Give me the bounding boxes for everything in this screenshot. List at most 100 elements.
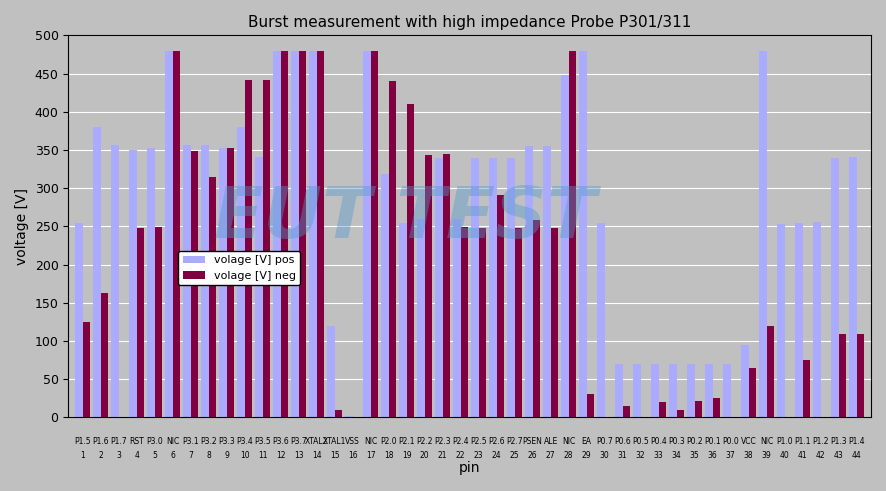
Bar bbox=[309, 51, 316, 417]
Text: 17: 17 bbox=[366, 451, 376, 460]
Text: RST: RST bbox=[129, 437, 144, 446]
Bar bbox=[597, 222, 604, 417]
Bar bbox=[370, 51, 377, 417]
Bar bbox=[562, 75, 569, 417]
Text: P0.2: P0.2 bbox=[687, 437, 703, 446]
Text: P2.5: P2.5 bbox=[470, 437, 487, 446]
Bar bbox=[489, 158, 497, 417]
Bar bbox=[705, 364, 712, 417]
Text: 28: 28 bbox=[563, 451, 573, 460]
Text: P1.1: P1.1 bbox=[795, 437, 811, 446]
Text: P3.5: P3.5 bbox=[254, 437, 271, 446]
Text: 9: 9 bbox=[224, 451, 229, 460]
Text: P1.3: P1.3 bbox=[830, 437, 847, 446]
Text: P3.7: P3.7 bbox=[291, 437, 307, 446]
Bar bbox=[166, 51, 173, 417]
Bar bbox=[857, 334, 864, 417]
Bar bbox=[136, 228, 144, 417]
Bar bbox=[478, 228, 486, 417]
Text: P0.7: P0.7 bbox=[596, 437, 613, 446]
Text: 26: 26 bbox=[528, 451, 538, 460]
Bar bbox=[335, 409, 342, 417]
Bar bbox=[400, 222, 407, 417]
Bar bbox=[616, 364, 623, 417]
Bar bbox=[515, 228, 522, 417]
Bar bbox=[670, 364, 677, 417]
Text: 21: 21 bbox=[438, 451, 447, 460]
Bar bbox=[543, 146, 550, 417]
Text: 4: 4 bbox=[135, 451, 139, 460]
Text: 14: 14 bbox=[312, 451, 322, 460]
Text: EUT TEST: EUT TEST bbox=[214, 184, 596, 253]
Legend: volage [V] pos, volage [V] neg: volage [V] pos, volage [V] neg bbox=[178, 251, 300, 285]
Text: 15: 15 bbox=[330, 451, 339, 460]
Bar bbox=[587, 394, 594, 417]
Bar bbox=[569, 51, 576, 417]
Bar bbox=[532, 220, 540, 417]
Bar bbox=[262, 80, 270, 417]
Bar bbox=[658, 402, 665, 417]
Text: 8: 8 bbox=[206, 451, 211, 460]
Bar bbox=[183, 144, 190, 417]
Bar bbox=[712, 398, 719, 417]
Text: 22: 22 bbox=[456, 451, 465, 460]
Text: 32: 32 bbox=[636, 451, 645, 460]
Bar bbox=[839, 334, 846, 417]
Text: P0.0: P0.0 bbox=[722, 437, 739, 446]
Bar bbox=[328, 326, 335, 417]
Text: P3.3: P3.3 bbox=[218, 437, 235, 446]
Bar bbox=[497, 195, 504, 417]
Bar bbox=[777, 224, 785, 417]
Bar bbox=[525, 146, 532, 417]
Text: 40: 40 bbox=[780, 451, 789, 460]
Bar bbox=[382, 174, 389, 417]
Bar bbox=[424, 155, 431, 417]
Bar bbox=[508, 158, 515, 417]
Text: XTAL1: XTAL1 bbox=[323, 437, 346, 446]
Text: P3.4: P3.4 bbox=[237, 437, 253, 446]
Bar bbox=[389, 81, 396, 417]
Bar bbox=[796, 222, 803, 417]
Text: 33: 33 bbox=[654, 451, 664, 460]
Bar bbox=[237, 127, 245, 417]
Bar bbox=[190, 151, 198, 417]
Text: ALE: ALE bbox=[543, 437, 558, 446]
Text: 42: 42 bbox=[816, 451, 826, 460]
Bar bbox=[803, 360, 810, 417]
Text: P2.2: P2.2 bbox=[416, 437, 433, 446]
Bar bbox=[147, 148, 155, 417]
Bar bbox=[850, 157, 857, 417]
Text: 1: 1 bbox=[81, 451, 85, 460]
Bar bbox=[245, 81, 252, 417]
Text: P2.4: P2.4 bbox=[453, 437, 469, 446]
Bar bbox=[94, 127, 101, 417]
Text: NIC: NIC bbox=[760, 437, 773, 446]
Bar bbox=[742, 345, 749, 417]
Text: 18: 18 bbox=[384, 451, 393, 460]
Bar bbox=[299, 51, 306, 417]
Text: P2.0: P2.0 bbox=[380, 437, 397, 446]
Title: Burst measurement with high impedance Probe P301/311: Burst measurement with high impedance Pr… bbox=[248, 15, 691, 30]
Text: 25: 25 bbox=[509, 451, 519, 460]
Bar bbox=[550, 228, 558, 417]
Text: P0.4: P0.4 bbox=[650, 437, 667, 446]
Text: 10: 10 bbox=[240, 451, 250, 460]
Bar bbox=[461, 227, 468, 417]
Bar bbox=[209, 177, 216, 417]
Y-axis label: voltage [V]: voltage [V] bbox=[15, 188, 29, 265]
Bar bbox=[75, 222, 82, 417]
Text: PSEN: PSEN bbox=[523, 437, 542, 446]
Text: 29: 29 bbox=[582, 451, 592, 460]
Bar bbox=[677, 409, 684, 417]
Text: 23: 23 bbox=[474, 451, 484, 460]
Bar bbox=[688, 364, 695, 417]
Text: VSS: VSS bbox=[346, 437, 360, 446]
Text: P2.7: P2.7 bbox=[506, 437, 523, 446]
Bar bbox=[633, 364, 641, 417]
Text: VCC: VCC bbox=[741, 437, 757, 446]
Bar bbox=[759, 51, 766, 417]
Bar bbox=[173, 51, 180, 417]
Text: 6: 6 bbox=[170, 451, 175, 460]
Text: P1.2: P1.2 bbox=[812, 437, 829, 446]
Text: P1.5: P1.5 bbox=[74, 437, 91, 446]
